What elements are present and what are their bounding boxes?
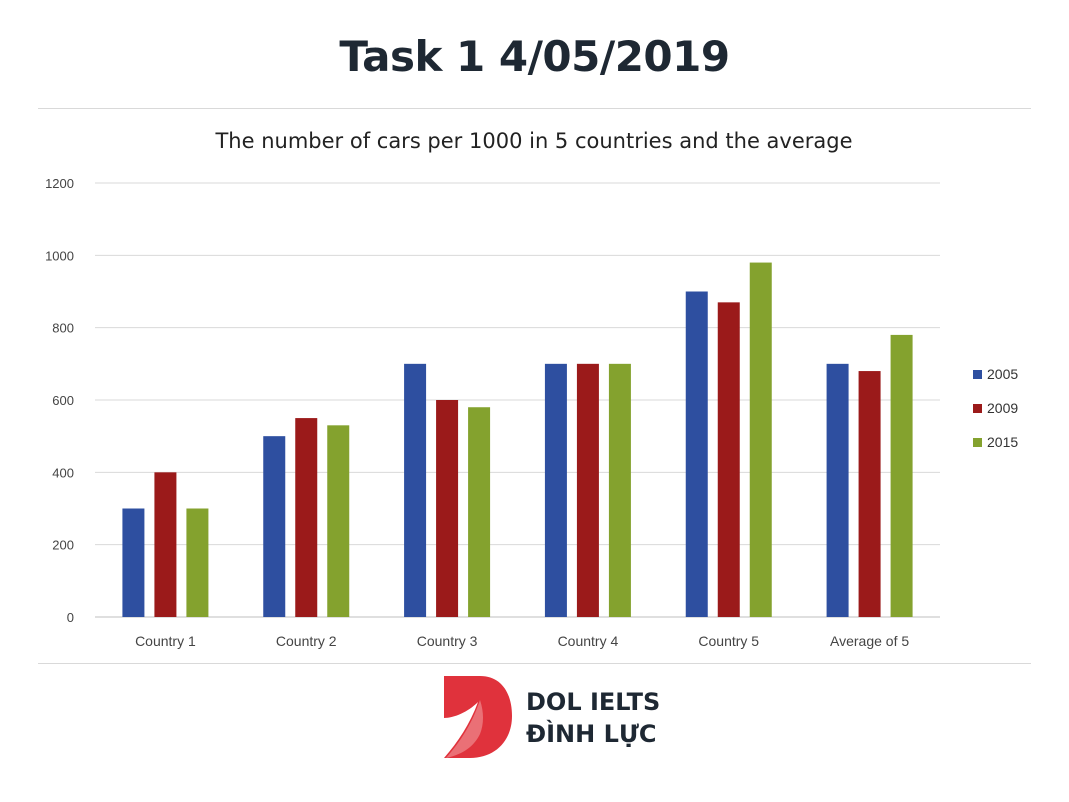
- bar-2005: [404, 363, 427, 617]
- bar-2015: [186, 508, 209, 617]
- y-tick-label: 0: [67, 610, 74, 625]
- bottom-divider: [38, 663, 1031, 664]
- chart-title: The number of cars per 1000 in 5 countri…: [214, 129, 852, 153]
- y-tick-label: 1200: [45, 176, 74, 191]
- dol-logo-icon: [444, 676, 512, 758]
- brand-logo: DOL IELTS ĐÌNH LỰC: [440, 672, 680, 764]
- bar-chart: The number of cars per 1000 in 5 countri…: [45, 129, 1018, 649]
- y-tick-label: 1000: [45, 248, 74, 263]
- bar-2015: [890, 334, 913, 617]
- bar-2009: [295, 418, 318, 617]
- x-tick-label: Country 5: [698, 633, 759, 649]
- gridlines: [95, 182, 940, 618]
- y-tick-label: 800: [52, 321, 74, 336]
- legend-label: 2005: [987, 366, 1018, 382]
- bar-2005: [544, 363, 567, 617]
- top-divider: [38, 108, 1031, 109]
- bar-2009: [154, 472, 177, 617]
- y-tick-label: 600: [52, 393, 74, 408]
- x-axis-ticks: Country 1 Country 2 Country 3 Country 4 Coun…: [135, 633, 909, 649]
- bar-2009: [858, 371, 881, 617]
- brand-subname: ĐÌNH LỰC: [526, 720, 657, 748]
- x-tick-label: Country 1: [135, 633, 196, 649]
- bar-2005: [263, 436, 286, 617]
- y-axis-ticks: 0 200 400 600 800 1000 1200: [45, 176, 74, 625]
- x-tick-label: Country 3: [417, 633, 478, 649]
- legend-label: 2009: [987, 400, 1018, 416]
- legend-swatch-2005: [973, 370, 982, 379]
- legend: 2005 2009 2015: [973, 366, 1018, 450]
- x-tick-label: Country 4: [558, 633, 619, 649]
- x-tick-label: Country 2: [276, 633, 337, 649]
- bar-2005: [685, 291, 708, 617]
- bar-2015: [468, 407, 491, 617]
- legend-swatch-2009: [973, 404, 982, 413]
- bar-2009: [576, 363, 599, 617]
- bar-2009: [436, 400, 459, 617]
- bar-2015: [608, 363, 631, 617]
- bar-2005: [826, 363, 849, 617]
- x-tick-label: Average of 5: [830, 633, 909, 649]
- bars: [122, 262, 913, 617]
- page-title: Task 1 4/05/2019: [339, 32, 730, 81]
- bar-2015: [749, 262, 772, 617]
- legend-swatch-2015: [973, 438, 982, 447]
- brand-name: DOL IELTS: [526, 688, 661, 716]
- y-tick-label: 400: [52, 465, 74, 480]
- y-tick-label: 200: [52, 538, 74, 553]
- bar-2015: [327, 425, 350, 617]
- bar-2005: [122, 508, 145, 617]
- bar-2009: [717, 302, 740, 617]
- legend-label: 2015: [987, 434, 1018, 450]
